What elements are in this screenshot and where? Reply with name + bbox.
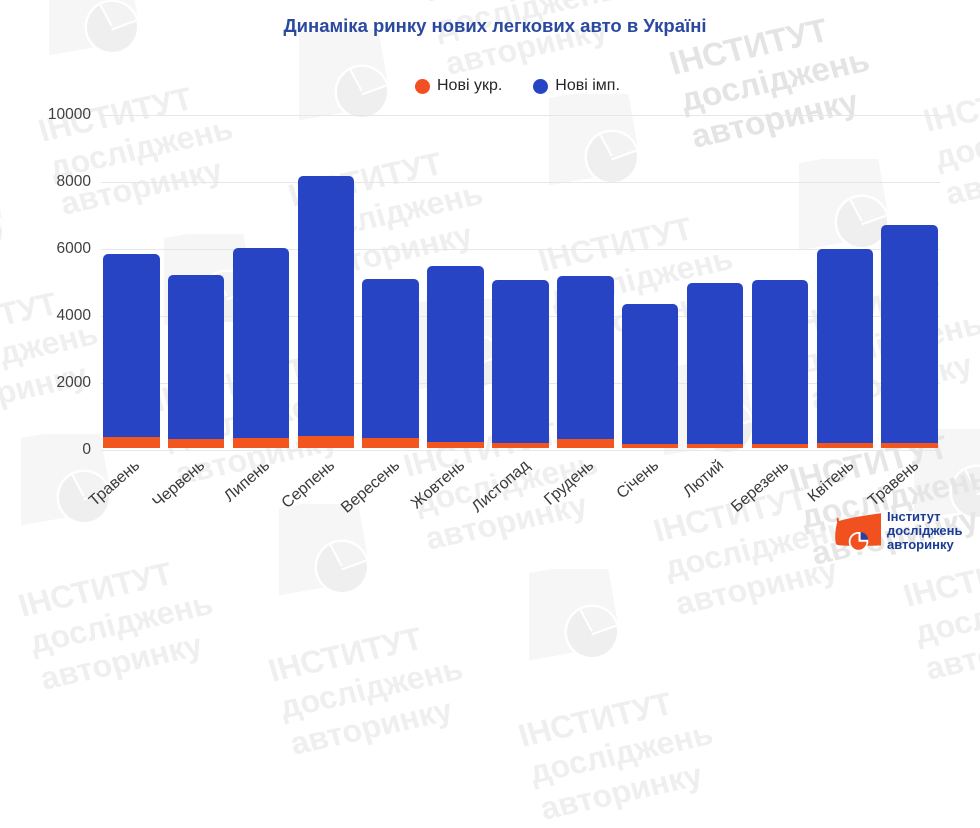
svg-text:досліджень: досліджень <box>887 523 963 538</box>
svg-text:Інститут: Інститут <box>887 509 941 524</box>
svg-text:авторинку: авторинку <box>887 537 954 552</box>
